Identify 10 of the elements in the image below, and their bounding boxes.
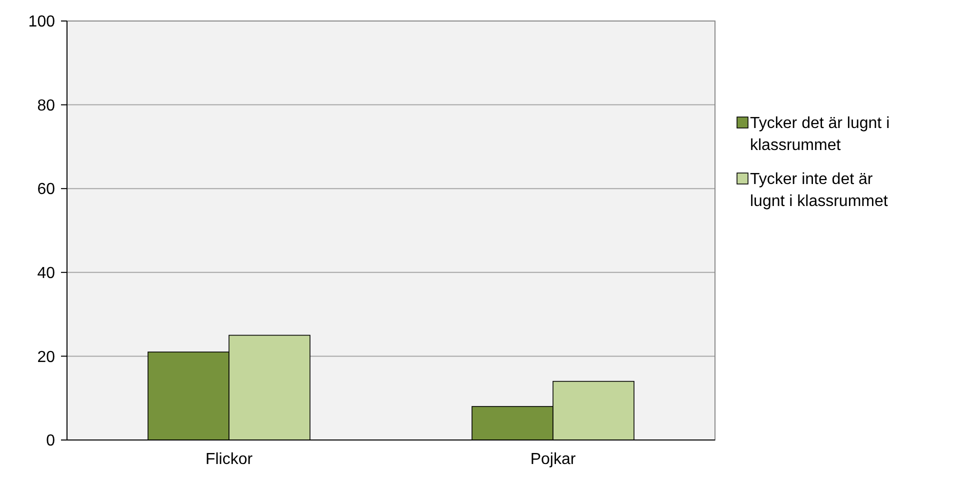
legend-label: Tycker det är lugnt i klassrummet — [750, 115, 890, 154]
y-tick-label: 20 — [37, 348, 56, 366]
y-tick-label: 40 — [37, 265, 56, 282]
y-tick-label: 80 — [37, 97, 56, 114]
y-tick-label: 0 — [46, 432, 56, 450]
y-tick-label: 60 — [37, 181, 56, 198]
x-tick-label: Flickor — [205, 451, 254, 468]
y-tick-label: 100 — [28, 14, 56, 31]
x-tick-label: Pojkar — [530, 451, 576, 468]
legend-label: Tycker inte det är lugnt i klassrummet — [750, 171, 888, 210]
